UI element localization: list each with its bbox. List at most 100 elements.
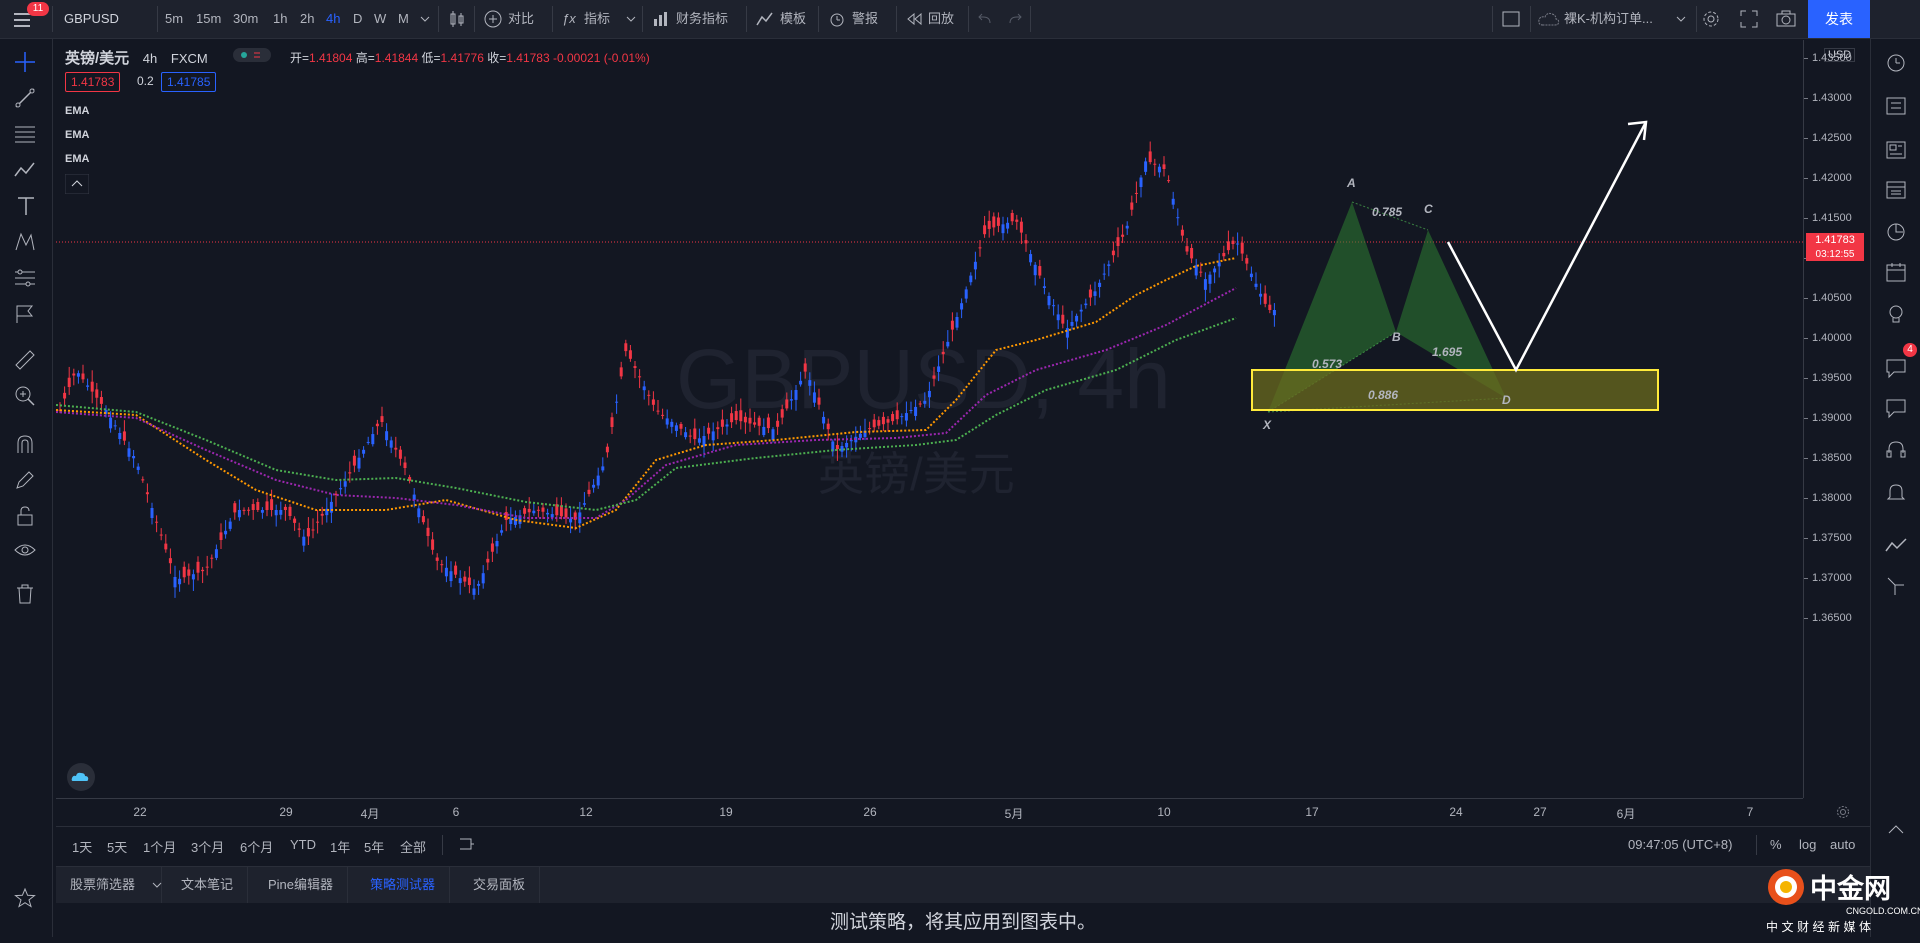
goto-date-icon[interactable]: [459, 837, 475, 851]
fullscreen-icon[interactable]: [1740, 10, 1758, 28]
range-1y[interactable]: 1年: [330, 840, 351, 855]
chevron-up-icon[interactable]: [1885, 819, 1907, 841]
eye-toggle-icon[interactable]: [233, 48, 271, 62]
interval-4h[interactable]: 4h: [326, 11, 341, 26]
fullscreen-layout-icon[interactable]: [1502, 11, 1520, 27]
gear-icon[interactable]: [1836, 805, 1850, 819]
clock-timezone[interactable]: 09:47:05 (UTC+8): [1628, 837, 1733, 852]
percent-toggle[interactable]: %: [1770, 837, 1782, 852]
bell-icon[interactable]: [1885, 481, 1907, 503]
ema-label-1[interactable]: EMA: [65, 105, 90, 117]
chart-pane[interactable]: GBPUSD, 4h 英镑/美元 X A B C D 0.573 0.785 0…: [56, 40, 1803, 798]
publish-button[interactable]: 发表: [1808, 0, 1870, 38]
tab-stock-screener[interactable]: 股票筛选器: [56, 867, 163, 903]
interval-d[interactable]: D: [353, 11, 363, 26]
price-axis[interactable]: USD 1.43500 1.43000 1.42500 1.42000 1.41500 1…: [1803, 40, 1870, 798]
magnet-icon[interactable]: [14, 433, 36, 455]
templates-button[interactable]: 模板: [780, 11, 807, 26]
interval-30m[interactable]: 30m: [233, 11, 259, 26]
collapse-legend-icon[interactable]: [65, 174, 89, 194]
financials-icon[interactable]: [652, 10, 670, 28]
range-6m[interactable]: 6个月: [240, 840, 274, 855]
star-icon[interactable]: [14, 887, 36, 909]
menu-icon[interactable]: [14, 10, 34, 28]
candles-icon[interactable]: [448, 10, 466, 28]
templates-icon[interactable]: [756, 10, 774, 28]
xabcd-icon[interactable]: [14, 231, 36, 253]
tab-text-notes[interactable]: 文本笔记: [167, 867, 249, 903]
interval-w[interactable]: W: [374, 11, 387, 26]
help-headset-icon[interactable]: [1885, 439, 1907, 461]
hotlist-icon[interactable]: [1885, 221, 1907, 243]
range-3m[interactable]: 3个月: [191, 840, 225, 855]
chat-icon[interactable]: [1885, 357, 1907, 379]
log-toggle[interactable]: log: [1799, 837, 1817, 852]
range-5y[interactable]: 5年: [364, 840, 385, 855]
range-all[interactable]: 全部: [400, 840, 427, 855]
idea-bulb-icon[interactable]: [1885, 303, 1907, 325]
auto-toggle[interactable]: auto: [1830, 837, 1856, 852]
indicators-button[interactable]: 指标: [584, 11, 611, 26]
calendar-icon[interactable]: [1885, 261, 1907, 283]
replay-button[interactable]: 回放: [928, 11, 955, 26]
tab-strategy-tester[interactable]: 策略测试器: [356, 867, 451, 903]
messages-icon[interactable]: [1885, 397, 1907, 419]
range-ytd[interactable]: YTD: [290, 837, 316, 852]
range-1m[interactable]: 1个月: [143, 840, 177, 855]
undo-icon[interactable]: [976, 12, 992, 26]
rewind-icon[interactable]: [906, 12, 922, 26]
range-1d[interactable]: 1天: [72, 840, 93, 855]
alert-button[interactable]: 警报: [852, 11, 879, 26]
gear-icon[interactable]: [1702, 10, 1720, 28]
fib-lines-icon[interactable]: [14, 123, 36, 145]
alarm-clock-icon[interactable]: [1885, 51, 1907, 73]
pattern-icon[interactable]: [14, 159, 36, 181]
tab-pine-editor[interactable]: Pine编辑器: [254, 867, 349, 903]
tab-trading-panel[interactable]: 交易面板: [459, 867, 541, 903]
ruler-icon[interactable]: [14, 349, 36, 371]
range-5d[interactable]: 5天: [107, 840, 128, 855]
pencil-lock-icon[interactable]: [14, 469, 36, 491]
interval-5m[interactable]: 5m: [165, 11, 184, 26]
chevron-down-icon[interactable]: [152, 881, 162, 889]
trash-icon[interactable]: [14, 583, 36, 605]
position-icon[interactable]: [14, 267, 36, 289]
cloud-icon[interactable]: [1538, 12, 1560, 26]
sell-price-box[interactable]: 1.41783: [65, 72, 121, 92]
timeline-icon[interactable]: [1885, 575, 1907, 597]
news-icon[interactable]: [1885, 139, 1907, 161]
crosshair-icon[interactable]: [14, 51, 36, 73]
financials-button[interactable]: 财务指标: [676, 11, 729, 26]
symbol-search-button[interactable]: GBPUSD: [64, 11, 119, 26]
icons-flag-icon[interactable]: [14, 303, 36, 325]
camera-icon[interactable]: [1776, 10, 1796, 28]
time-axis[interactable]: 22 29 4月 6 12 19 26 5月 10 17 24 27 6月 7: [56, 798, 1849, 825]
fx-icon[interactable]: ƒx: [562, 11, 576, 26]
text-icon[interactable]: [16, 195, 36, 217]
chevron-down-icon[interactable]: [626, 15, 636, 23]
dom-chart-icon[interactable]: [1885, 535, 1907, 557]
buy-price-box[interactable]: 1.41785: [161, 72, 217, 92]
legend-symbol-name[interactable]: 英镑/美元: [65, 50, 130, 67]
compare-plus-icon[interactable]: [484, 10, 502, 28]
chevron-down-icon[interactable]: [1676, 15, 1686, 23]
ema-label-3[interactable]: EMA: [65, 153, 90, 165]
layout-name[interactable]: 裸K-机构订单...: [1564, 11, 1653, 26]
zoom-in-icon[interactable]: [14, 385, 36, 407]
compare-button[interactable]: 对比: [508, 11, 535, 26]
eye-icon[interactable]: [14, 539, 36, 561]
watchlist-icon[interactable]: [1885, 95, 1907, 117]
interval-1h[interactable]: 1h: [273, 11, 288, 26]
trend-line-icon[interactable]: [14, 87, 36, 109]
interval-m[interactable]: M: [398, 11, 409, 26]
chevron-down-icon[interactable]: [420, 15, 430, 23]
data-window-icon[interactable]: [1885, 179, 1907, 201]
alarm-clock-icon[interactable]: [828, 10, 846, 28]
lock-icon[interactable]: [14, 505, 36, 527]
redo-icon[interactable]: [1008, 12, 1024, 26]
currency-label[interactable]: USD: [1824, 48, 1856, 62]
interval-2h[interactable]: 2h: [300, 11, 315, 26]
cloud-logo-icon[interactable]: [66, 762, 96, 792]
interval-15m[interactable]: 15m: [196, 11, 222, 26]
ema-label-2[interactable]: EMA: [65, 129, 90, 141]
